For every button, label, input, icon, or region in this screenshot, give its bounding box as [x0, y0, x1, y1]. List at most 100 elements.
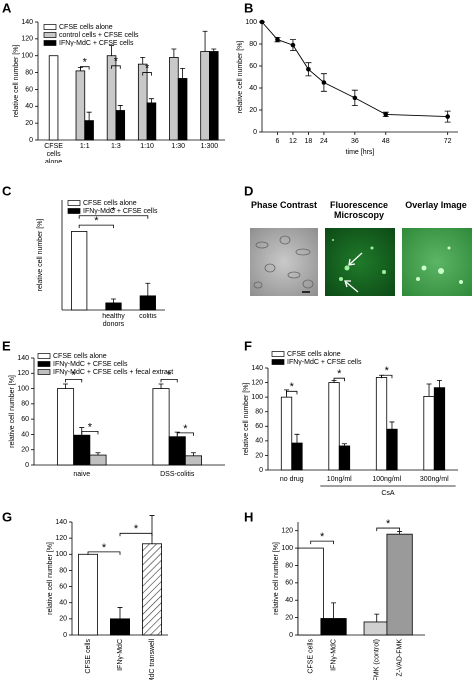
bar	[56, 388, 75, 466]
significance-bracket	[111, 65, 121, 69]
x-tick-label-box: 1:30	[171, 143, 186, 150]
x-tick-label-box: 1:10	[140, 143, 154, 150]
significance-marker: *	[111, 206, 116, 218]
error-bar	[148, 98, 154, 103]
x-axis-label: time [hrs]	[346, 149, 375, 156]
significance-marker: *	[290, 381, 295, 393]
y-tick-label: 140	[17, 355, 29, 362]
y-tick-label: 40	[21, 431, 29, 438]
point	[321, 80, 327, 85]
bar	[146, 102, 157, 141]
x-tick-label-box: CFSE cells alone	[44, 143, 63, 163]
bar	[209, 51, 219, 141]
y-tick-label: 80	[249, 41, 257, 48]
y-tick-label: 120	[17, 370, 29, 377]
significance-bracket	[376, 527, 400, 532]
error-bar	[145, 282, 151, 296]
y-axis-label: relative cell number [%]	[273, 542, 280, 615]
significance-bracket	[333, 377, 345, 382]
bar	[139, 295, 156, 311]
bar	[105, 302, 122, 311]
legend-swatch	[43, 32, 57, 38]
y-tick-label: 40	[255, 438, 263, 445]
y-tick-label: 20	[25, 120, 33, 127]
significance-bracket	[78, 224, 114, 229]
image-title: Phase Contrast	[250, 200, 318, 210]
arrows	[344, 252, 363, 293]
legend-label: IFNγ-MdC + CFSE cells	[83, 208, 158, 215]
phase-image	[250, 228, 318, 296]
y-axis-label: relative cell number [%]	[237, 41, 244, 114]
y-tick-label: 40	[249, 85, 257, 92]
y-tick-label: 60	[25, 86, 33, 93]
error-bar	[117, 105, 123, 111]
legend-label: IFNγ-MdC + CFSE cells	[287, 359, 362, 366]
x-tick-label: IFNγ-MdC transwell	[149, 639, 156, 680]
image-title-box: Fluorescence Microscopy	[330, 200, 388, 220]
x-tick-label: 300ng/ml	[420, 476, 449, 483]
significance-bracket	[119, 532, 153, 537]
x-tick-label: Z-FAFMK (control)	[374, 639, 381, 680]
x-tick-label: 1:30	[171, 143, 186, 150]
bar	[375, 377, 388, 471]
x-tick-label: 36	[351, 138, 359, 145]
bar	[152, 388, 170, 466]
significance-marker: *	[83, 57, 88, 69]
y-tick-label: 40	[25, 103, 33, 110]
legend-label: IFNγ-MdC + CFSE cells	[53, 361, 128, 368]
error-bar	[341, 443, 347, 446]
panel-letter: B	[244, 0, 253, 15]
y-axis-label: relative cell number [%]	[243, 383, 250, 456]
overlay-image	[402, 228, 472, 296]
image-title-box: Overlay Image	[405, 200, 467, 210]
error-bar	[331, 602, 337, 619]
x-tick-label: DSS-colitis	[160, 471, 195, 478]
y-tick-label: 0	[63, 632, 67, 639]
error-bar	[109, 45, 115, 56]
y-tick-label: 140	[251, 365, 263, 372]
error-bar	[294, 433, 300, 444]
point	[259, 19, 265, 25]
point	[306, 67, 311, 72]
significance-marker: *	[145, 62, 150, 74]
bar	[78, 553, 99, 636]
image-title: Overlay Image	[405, 200, 467, 210]
legend-label: CFSE cells alone	[53, 353, 107, 360]
panel-letter: E	[2, 338, 11, 353]
error-bar	[95, 452, 101, 456]
x-tick-label: healthy donors	[102, 313, 125, 328]
y-tick-label: 0	[253, 129, 257, 136]
bar	[280, 396, 293, 471]
y-tick-label: 80	[255, 409, 263, 416]
error-bar	[171, 48, 177, 58]
legend-label: CFSE cells alone	[59, 24, 113, 31]
error-bar	[180, 67, 186, 79]
x-tick-label: Z-VAD-FMK	[396, 639, 403, 677]
significance-bracket	[310, 540, 334, 545]
bar	[115, 110, 126, 141]
x-tick-label: 72	[444, 138, 452, 145]
y-axis-label: relative cell number [%]	[47, 542, 54, 615]
overlay-cells	[416, 246, 463, 284]
panel-letter: D	[244, 183, 253, 198]
x-tick-label: naive	[73, 471, 90, 478]
significance-marker: *	[183, 423, 188, 435]
y-tick-label: 80	[59, 567, 67, 574]
y-tick-label: 140	[21, 19, 33, 26]
significance-bracket	[81, 430, 99, 435]
significance-bracket	[160, 379, 178, 383]
bar	[84, 120, 94, 141]
legend-swatch	[67, 208, 81, 214]
point	[383, 112, 389, 117]
bar	[363, 621, 390, 636]
x-tick-label: colitis	[139, 313, 157, 320]
bar	[297, 547, 324, 636]
image-title-box: Phase Contrast	[250, 200, 318, 210]
x-tick-label-box: 1:3	[111, 143, 121, 150]
panel-letter: H	[244, 509, 253, 524]
x-tick-label-box: 1:1	[80, 143, 90, 150]
point	[290, 42, 296, 48]
error-bar	[158, 383, 164, 389]
significance-bracket	[142, 72, 152, 76]
y-tick-label: 0	[289, 632, 293, 639]
